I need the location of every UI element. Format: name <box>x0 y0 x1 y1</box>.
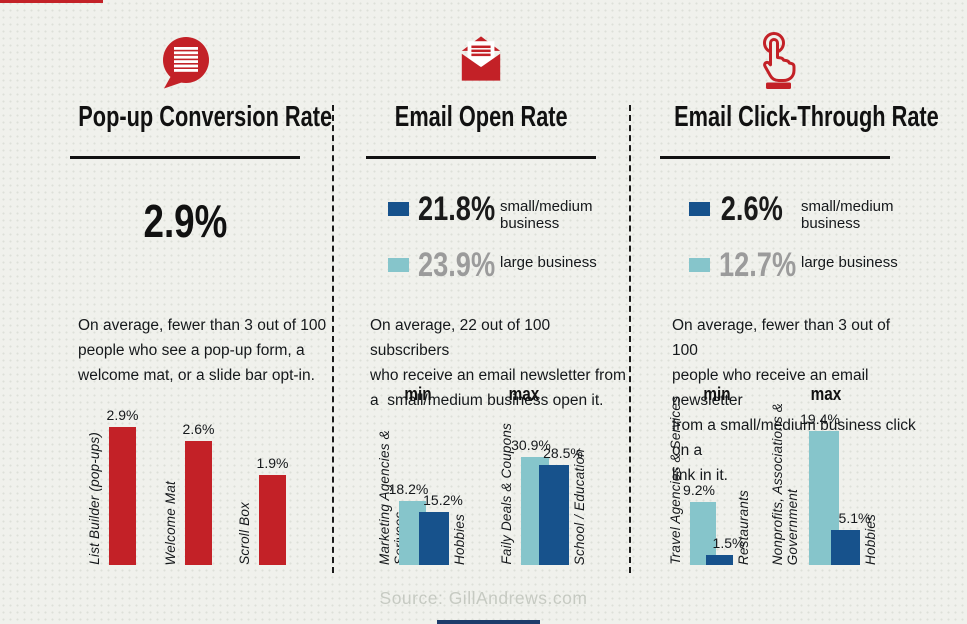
group-label-min: min <box>404 384 432 404</box>
title-underline <box>660 156 890 159</box>
bottom-accent-bar <box>437 620 540 624</box>
bar-value-label: 30.9% <box>511 437 551 453</box>
bar-value-label: 2.6% <box>182 421 215 437</box>
group-label-max: max <box>508 384 540 404</box>
bar-category-label: Welcome Mat <box>163 480 178 565</box>
description: On average, 22 out of 100 subscribers wh… <box>370 317 626 409</box>
chart-bar <box>185 441 212 565</box>
legend-item-small-medium-business: 21.8% small/medium business <box>388 192 597 233</box>
chart-bar <box>109 427 136 565</box>
legend-swatch-teal <box>689 257 710 272</box>
top-accent-bar <box>0 0 103 3</box>
bar-category-label: Travel Agencies & Services <box>668 396 683 565</box>
chart-bar-small-medium-business <box>706 555 733 565</box>
legend-label: large business <box>500 253 597 271</box>
bar-value-label: 28.5% <box>543 445 583 461</box>
bar-value-label: 15.2% <box>423 492 463 508</box>
bar-value-label: 2.9% <box>106 407 139 423</box>
column-title: Email Open Rate <box>394 101 568 133</box>
legend-value: 23.9% <box>418 245 496 284</box>
bar-category-label: Nonprofits, Associations & Government <box>770 402 800 565</box>
group-label-min: min <box>703 384 731 404</box>
bar-value-label: 5.1% <box>838 510 871 526</box>
email-ctr-column: Email Click-Through Rate 2.6% small/medi… <box>630 0 967 624</box>
open-email-icon <box>457 36 505 86</box>
bar-category-label: Hobbies <box>452 514 467 565</box>
legend-value: 21.8% <box>418 190 496 228</box>
speech-bubble-icon <box>160 36 210 94</box>
bar-value-label: 18.2% <box>388 481 429 497</box>
chart-bar <box>259 475 286 565</box>
ctr-legend: 2.6% small/medium business 12.7% large b… <box>689 192 898 297</box>
bar-value-label: 1.9% <box>256 455 289 471</box>
column-divider-left <box>332 105 334 573</box>
legend-label: small/medium business <box>801 198 894 233</box>
column-divider-right <box>629 105 631 573</box>
click-hand-icon <box>753 30 797 94</box>
legend-item-large-business: 12.7% large business <box>689 248 898 282</box>
legend-item-small-medium-business: 2.6% small/medium business <box>689 192 898 233</box>
bar-category-label: Scroll Box <box>237 502 252 565</box>
description: On average, fewer than 3 out of 100 peop… <box>78 317 327 384</box>
legend-item-large-business: 23.9% large business <box>388 248 597 282</box>
group-label-max: max <box>810 384 842 404</box>
chart-bar-small-medium-business <box>419 512 449 565</box>
legend-swatch-navy <box>689 202 710 216</box>
email-ctr-chart: min max 9.2% 1.5% Travel Agencies & Services… <box>630 380 920 565</box>
bar-category-label: List Builder (pop-ups) <box>87 432 102 565</box>
bar-category-label: School / Education <box>572 448 587 565</box>
open-rate-legend: 21.8% small/medium business 23.9% large … <box>388 192 597 297</box>
column-title: Email Click-Through Rate <box>674 101 939 133</box>
bar-value-label: 1.5% <box>712 535 745 551</box>
source-credit: Source: GillAndrews.com <box>379 588 588 608</box>
chart-bar-small-medium-business <box>831 530 860 565</box>
legend-swatch-navy <box>388 202 409 216</box>
legend-value: 12.7% <box>719 245 797 284</box>
title-underline <box>366 156 596 159</box>
title-underline <box>70 156 300 159</box>
legend-swatch-teal <box>388 257 409 272</box>
headline-value: 2.9% <box>143 195 227 247</box>
email-open-rate-column: Email Open Rate 21.8% small/medium busin… <box>333 0 629 624</box>
legend-value: 2.6% <box>720 190 783 228</box>
chart-bar-large-business <box>690 502 716 565</box>
legend-label: large business <box>801 253 898 271</box>
bar-value-label: 19.4% <box>800 411 840 427</box>
column-title: Pop-up Conversion Rate <box>78 101 333 133</box>
popup-conversion-column: Pop-up Conversion Rate 2.9% On average, … <box>0 0 333 624</box>
legend-label: small/medium business <box>500 198 593 233</box>
bar-value-label: 9.2% <box>683 482 715 498</box>
description: On average, fewer than 3 out of 100 peop… <box>672 317 916 484</box>
chart-bar-small-medium-business <box>539 465 569 565</box>
bar-category-label: Restaurants <box>736 490 751 565</box>
popup-conversion-chart: 2.9% List Builder (pop-ups) 2.6% Welcome Ma… <box>36 380 334 565</box>
